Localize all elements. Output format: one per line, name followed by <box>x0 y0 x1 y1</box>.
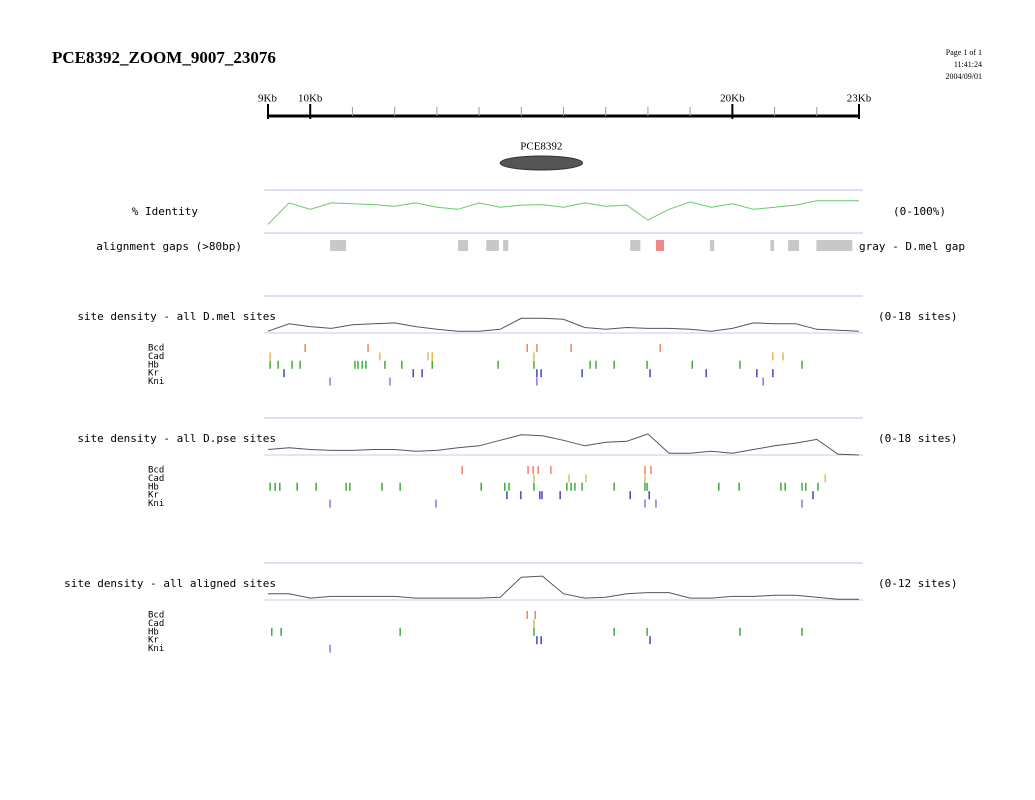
ruler-label: 9Kb <box>258 93 277 105</box>
range-label: (0-12 sites) <box>878 577 957 590</box>
factor-label: Cad <box>148 474 164 484</box>
factor-label: Cad <box>148 352 164 362</box>
track-label: site density - all D.pse sites <box>77 432 276 445</box>
factor-label: Kr <box>148 491 159 501</box>
factor-label: Hb <box>148 360 159 370</box>
factor-label: Bcd <box>148 611 164 621</box>
feature-label: PCE8392 <box>520 141 562 153</box>
factor-label: Kr <box>148 636 159 646</box>
density-curve <box>267 433 860 456</box>
gap <box>788 240 800 251</box>
ruler-label: 10Kb <box>298 93 323 105</box>
factor-label: Cad <box>148 619 164 629</box>
range-label: (0-100%) <box>893 205 946 218</box>
identity-curve <box>267 200 859 225</box>
page-info: Page 1 of 1 <box>946 48 982 57</box>
range-label: (0-18 sites) <box>878 432 957 445</box>
ruler-label: 20Kb <box>720 93 745 105</box>
factor-label: Kr <box>148 369 159 379</box>
gap <box>655 240 664 251</box>
page-info: 11:41:24 <box>954 60 982 69</box>
gap <box>503 240 509 251</box>
track-label: alignment gaps (>80bp) <box>96 240 242 253</box>
factor-label: Bcd <box>148 344 164 354</box>
gap <box>457 240 469 251</box>
factor-label: Hb <box>148 482 159 492</box>
page-info: 2004/09/01 <box>946 72 982 81</box>
factor-label: Hb <box>148 627 159 637</box>
gap <box>816 240 853 251</box>
density-curve <box>268 575 859 600</box>
gap <box>709 240 715 251</box>
density-curve <box>267 317 860 332</box>
track-label: % Identity <box>132 205 199 218</box>
gap-legend: gray - D.mel gap <box>859 240 965 253</box>
track-label: site density - all aligned sites <box>64 577 276 590</box>
feature <box>499 155 583 171</box>
gap <box>330 240 347 251</box>
factor-label: Kni <box>148 499 164 509</box>
gap <box>630 240 641 251</box>
gap <box>770 240 775 251</box>
title: PCE8392_ZOOM_9007_23076 <box>52 48 276 67</box>
ruler-label: 23Kb <box>847 93 872 105</box>
range-label: (0-18 sites) <box>878 310 957 323</box>
track-label: site density - all D.mel sites <box>77 310 276 323</box>
gap <box>486 240 499 251</box>
factor-label: Kni <box>148 644 164 654</box>
factor-label: Bcd <box>148 466 164 476</box>
factor-label: Kni <box>148 377 164 387</box>
